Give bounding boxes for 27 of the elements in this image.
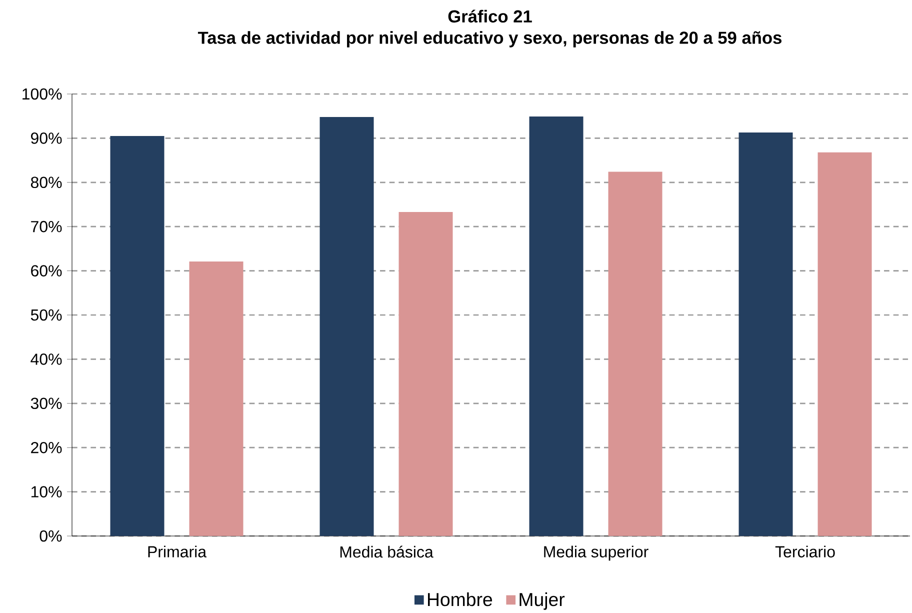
bar [818, 152, 872, 536]
y-tick-label: 40% [30, 354, 62, 365]
legend-label: Hombre [428, 592, 492, 606]
chart-title: Gráfico 21 [448, 10, 532, 23]
legend-label: Mujer [520, 592, 565, 610]
x-tick-label: Media básica [340, 546, 434, 558]
bar [320, 116, 374, 536]
y-tick-label: 60% [31, 265, 62, 276]
y-tick-label: 70% [31, 220, 62, 232]
x-tick-label: Media superior [544, 546, 648, 561]
y-tick-label: 50% [30, 309, 62, 321]
x-tick-label: Primaria [148, 546, 207, 558]
bar [608, 172, 662, 536]
bar [189, 262, 244, 536]
y-tick-label: 0% [40, 530, 62, 542]
y-tick-label: 80% [30, 176, 62, 188]
bar [738, 132, 793, 536]
y-tick-label: 100% [22, 88, 62, 100]
bar [110, 136, 164, 536]
bar [529, 116, 584, 536]
y-tick-label: 10% [31, 486, 62, 498]
chart-subtitle: Tasa de actividad por nivel educativo y sexo, personas de 20 a 59 años [198, 31, 782, 48]
y-tick-label: 20% [31, 442, 62, 454]
y-tick-label: 90% [31, 132, 62, 144]
y-tick-label: 30% [30, 398, 62, 410]
x-tick-label: Terciario [775, 546, 835, 558]
bar [398, 212, 453, 536]
